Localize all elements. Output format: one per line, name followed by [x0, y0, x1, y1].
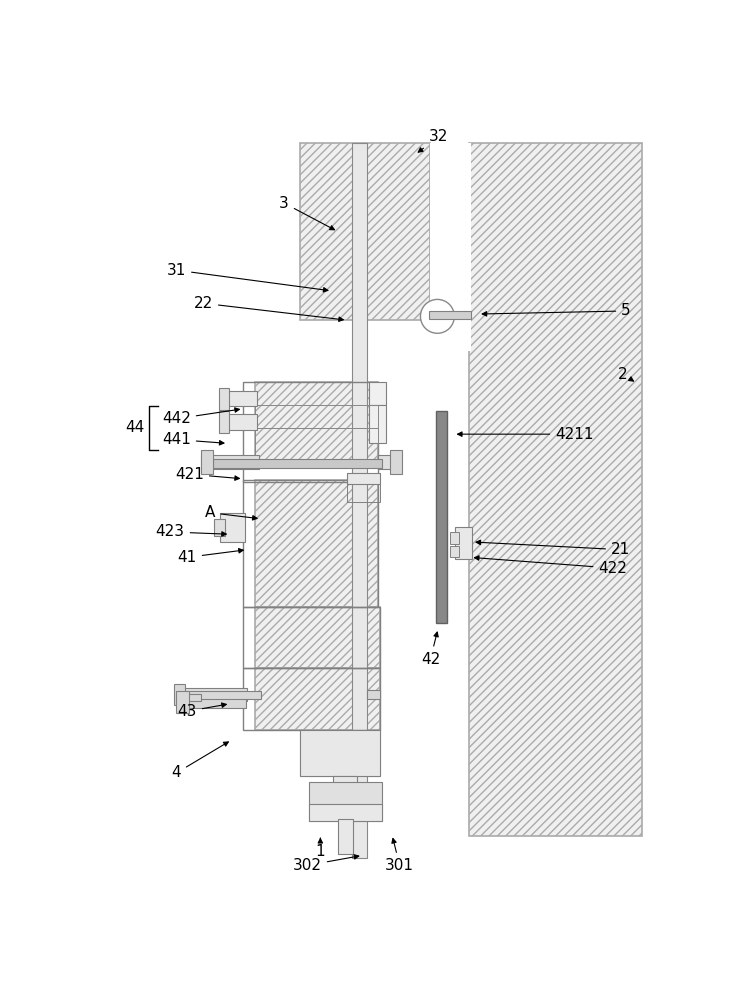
Text: 301: 301 — [385, 838, 414, 873]
Bar — [455, 527, 472, 559]
Bar — [201, 455, 259, 469]
Text: 302: 302 — [292, 855, 359, 873]
Text: 1: 1 — [316, 838, 325, 859]
Text: 423: 423 — [156, 524, 226, 539]
Bar — [308, 804, 382, 821]
Bar — [338, 819, 354, 854]
Text: 42: 42 — [421, 632, 440, 666]
Text: 4211: 4211 — [458, 427, 594, 442]
Bar — [300, 730, 380, 776]
Bar — [347, 473, 379, 484]
Bar — [447, 143, 471, 351]
Bar — [369, 382, 386, 405]
Bar — [450, 532, 459, 544]
Bar — [378, 455, 393, 469]
Bar — [436, 411, 447, 623]
Bar — [176, 691, 261, 699]
Text: 43: 43 — [178, 703, 227, 719]
Bar — [300, 143, 431, 320]
Bar — [431, 143, 471, 351]
Bar — [201, 450, 213, 474]
Bar — [369, 405, 386, 443]
Bar — [366, 690, 380, 699]
Text: 4: 4 — [172, 742, 228, 780]
Bar — [333, 776, 357, 818]
Text: 22: 22 — [194, 296, 344, 321]
Bar — [220, 391, 257, 406]
Text: 41: 41 — [178, 549, 243, 565]
Text: 421: 421 — [175, 467, 239, 482]
Text: 3: 3 — [279, 196, 335, 230]
Bar — [308, 804, 382, 821]
Bar — [255, 428, 378, 459]
Bar — [243, 480, 378, 607]
Bar — [300, 730, 380, 776]
Bar — [213, 459, 382, 468]
Bar — [429, 311, 471, 319]
Bar — [255, 668, 379, 730]
Bar — [220, 414, 257, 430]
Text: 21: 21 — [476, 540, 630, 557]
Bar — [347, 473, 379, 502]
Text: 31: 31 — [167, 263, 328, 292]
Bar — [255, 382, 378, 466]
Bar — [219, 411, 230, 433]
Bar — [184, 696, 246, 708]
Bar — [469, 143, 643, 836]
Bar — [214, 519, 225, 536]
Bar — [174, 684, 185, 705]
Text: A: A — [205, 505, 257, 520]
Bar — [243, 382, 378, 482]
Bar — [220, 513, 245, 542]
Bar — [178, 688, 247, 701]
Text: 32: 32 — [418, 129, 448, 152]
Text: 442: 442 — [162, 408, 239, 426]
Bar — [255, 480, 378, 607]
Bar — [243, 607, 379, 668]
Bar — [176, 691, 189, 713]
Bar — [255, 607, 379, 668]
Bar — [255, 405, 378, 428]
Text: 441: 441 — [162, 432, 224, 447]
Bar — [308, 782, 382, 805]
Text: 44: 44 — [125, 420, 144, 436]
Bar — [450, 546, 459, 557]
Bar — [352, 143, 367, 858]
Bar — [390, 450, 402, 474]
Text: 2: 2 — [618, 367, 634, 382]
Bar — [219, 388, 230, 410]
Circle shape — [420, 299, 455, 333]
Text: 422: 422 — [474, 556, 627, 576]
Bar — [243, 668, 379, 730]
Bar — [178, 694, 201, 701]
Text: 5: 5 — [482, 303, 631, 318]
